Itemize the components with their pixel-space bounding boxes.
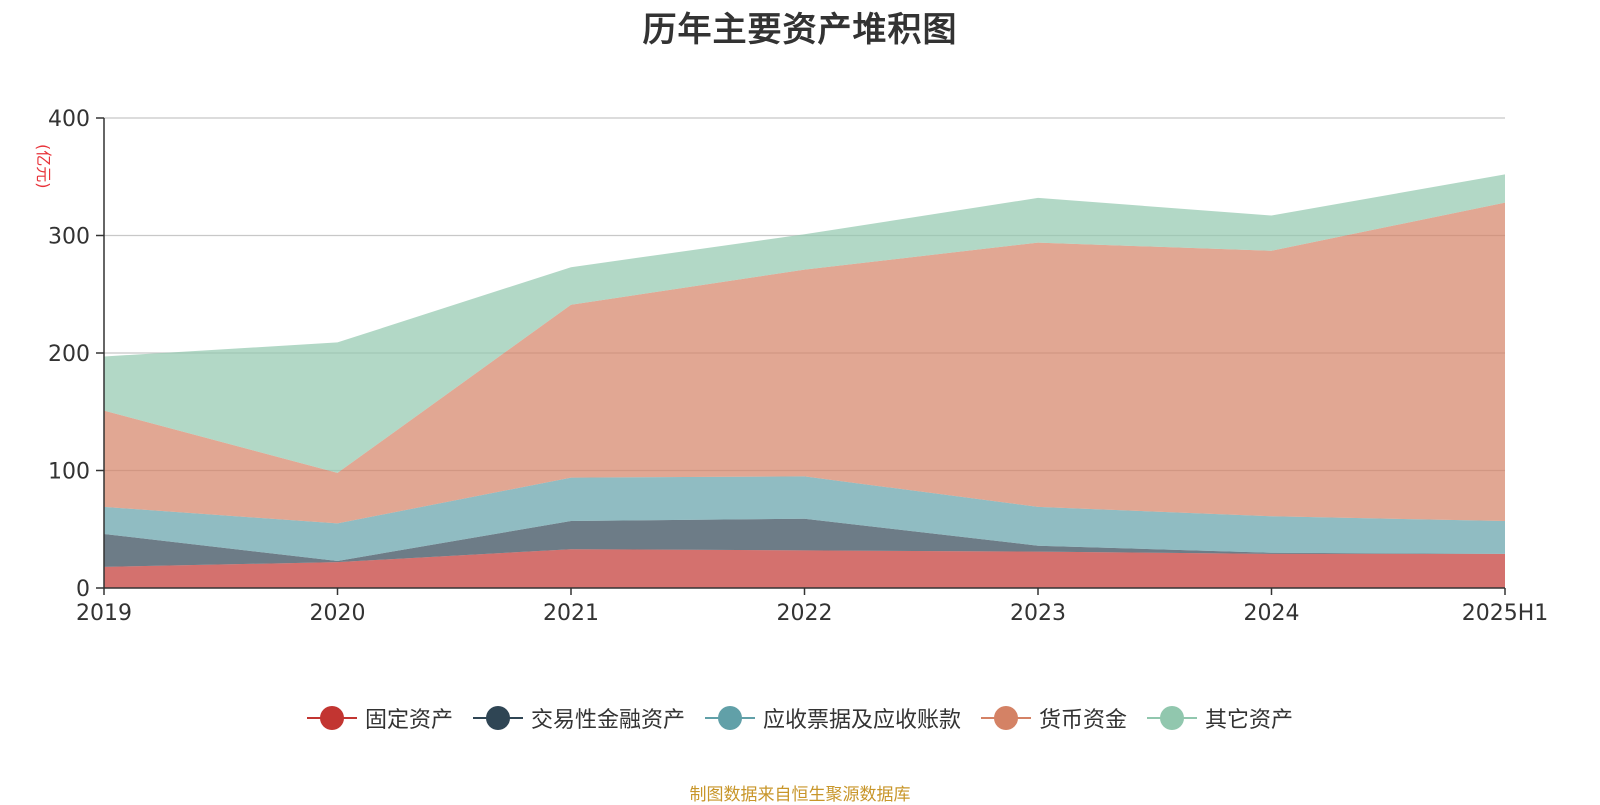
y-tick-label: 200 bbox=[48, 342, 90, 367]
x-tick-label: 2021 bbox=[543, 601, 599, 626]
axes bbox=[96, 117, 1506, 595]
x-tick-label: 2024 bbox=[1244, 601, 1300, 626]
legend-item-5[interactable]: 其它资产 bbox=[1147, 702, 1293, 734]
area-series-4[interactable] bbox=[104, 202, 1505, 524]
legend-marker-icon bbox=[981, 703, 1031, 733]
legend-label: 固定资产 bbox=[364, 708, 453, 733]
area-series-3[interactable] bbox=[104, 476, 1505, 561]
legend-marker-icon bbox=[704, 703, 755, 733]
legend-marker-icon bbox=[472, 703, 523, 733]
area-series-2[interactable] bbox=[104, 518, 1505, 567]
tick-labels: 0 100 200 300 400 2019 2020 2021 2022 2023 2024 202… bbox=[48, 107, 1548, 626]
y-tick-label: 300 bbox=[48, 225, 90, 250]
legend-item-4[interactable]: 货币资金 bbox=[981, 702, 1127, 734]
area-series bbox=[104, 174, 1505, 588]
area-series-5[interactable] bbox=[104, 174, 1505, 473]
x-tick-label: 2019 bbox=[76, 601, 132, 626]
y-tick-label: 400 bbox=[48, 107, 90, 132]
x-tick-label: 2020 bbox=[310, 601, 366, 626]
y-tick-label: 100 bbox=[48, 460, 90, 485]
area-series-1[interactable] bbox=[104, 549, 1505, 588]
legend-item-3[interactable]: 应收票据及应收账款 bbox=[704, 702, 961, 734]
legend-marker-icon bbox=[1147, 703, 1198, 733]
x-tick-label: 2022 bbox=[777, 601, 833, 626]
legend-item-2[interactable]: 交易性金融资产 bbox=[472, 702, 685, 734]
legend-label: 货币资金 bbox=[1039, 708, 1128, 733]
x-tick-label: 2025H1 bbox=[1462, 601, 1549, 626]
legend-item-1[interactable]: 固定资产 bbox=[306, 702, 453, 734]
x-tick-label: 2023 bbox=[1010, 601, 1066, 626]
legend: 固定资产 交易性金融资产 应收票据及应收账款 货币资金 其它资产 bbox=[0, 702, 1600, 734]
legend-marker-icon bbox=[306, 703, 357, 733]
chart-title: 历年主要资产堆积图 bbox=[642, 10, 958, 50]
legend-label: 交易性金融资产 bbox=[530, 708, 685, 733]
legend-label: 其它资产 bbox=[1205, 708, 1294, 733]
data-source-note: 制图数据来自恒生聚源数据库 bbox=[689, 785, 911, 805]
y-axis-unit-label: (亿元) bbox=[34, 144, 53, 189]
legend-label: 应收票据及应收账款 bbox=[762, 708, 961, 733]
y-tick-label: 0 bbox=[76, 577, 90, 602]
